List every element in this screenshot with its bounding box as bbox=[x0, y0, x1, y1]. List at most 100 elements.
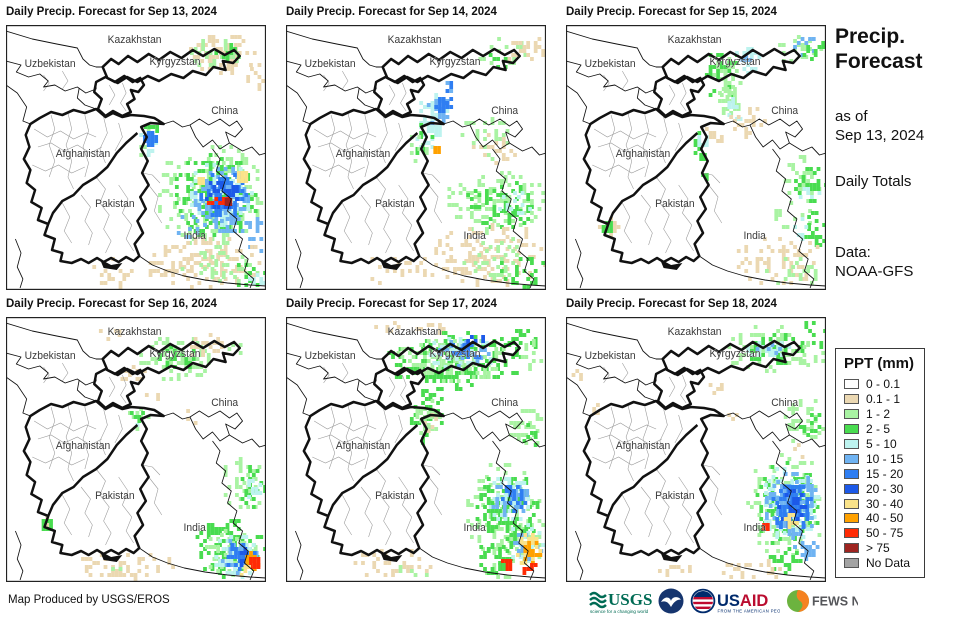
country-label: Pakistan bbox=[655, 198, 695, 210]
fewsnet-logo: FEWS NET bbox=[787, 590, 858, 612]
country-label: Afghanistan bbox=[616, 440, 671, 452]
country-label: Pakistan bbox=[95, 198, 135, 210]
legend-label: 15 - 20 bbox=[866, 466, 904, 481]
legend-swatch bbox=[844, 528, 859, 539]
legend-item: 2 - 5 bbox=[844, 422, 924, 437]
usaid-seal-stripes bbox=[693, 591, 713, 609]
fewsnet-globe-swirl bbox=[796, 590, 809, 612]
map-panel-sep14: Daily Precip. Forecast for Sep 14, 2024 … bbox=[286, 6, 546, 290]
legend-item: 40 - 50 bbox=[844, 511, 924, 526]
legend-label: 5 - 10 bbox=[866, 437, 897, 451]
legend-item: 50 - 75 bbox=[844, 526, 924, 541]
country-label: Afghanistan bbox=[616, 148, 671, 160]
legend-swatch bbox=[844, 394, 859, 405]
map-canvas-sep14: Kazakhstan Uzbekistan Kyrgyzstan China Afgha… bbox=[286, 25, 546, 290]
country-label: Kyrgyzstan bbox=[429, 56, 480, 68]
country-label: Kazakhstan bbox=[108, 326, 162, 338]
sidebar-title-line1: Precip. bbox=[835, 25, 906, 48]
legend-label: 2 - 5 bbox=[866, 422, 891, 437]
country-label: India bbox=[183, 522, 205, 534]
country-label: Uzbekistan bbox=[585, 58, 636, 70]
map-canvas-sep18: Kazakhstan Uzbekistan Kyrgyzstan China Afgha… bbox=[566, 317, 826, 582]
country-label: Uzbekistan bbox=[25, 58, 76, 70]
country-label: Uzbekistan bbox=[25, 350, 76, 362]
sidebar-daily-totals: Daily Totals bbox=[835, 173, 912, 190]
country-label: China bbox=[211, 105, 238, 117]
legend-item: 5 - 10 bbox=[844, 437, 924, 452]
country-label: China bbox=[211, 397, 238, 409]
country-label: China bbox=[771, 105, 798, 117]
usaid-logo: USAID FROM THE AMERICAN PEOPLE bbox=[690, 588, 781, 614]
map-panel-sep16: Daily Precip. Forecast for Sep 16, 2024 … bbox=[6, 298, 266, 582]
country-label: Kyrgyzstan bbox=[149, 348, 200, 360]
map-panel-sep17: Daily Precip. Forecast for Sep 17, 2024 … bbox=[286, 298, 546, 582]
map-canvas-sep17: Kazakhstan Uzbekistan Kyrgyzstan China Afgha… bbox=[286, 317, 546, 582]
legend-swatch bbox=[844, 543, 859, 554]
sidebar-data-source: Data: NOAA-GFS bbox=[835, 243, 967, 281]
country-label: Kazakhstan bbox=[668, 326, 722, 338]
legend-swatch bbox=[844, 439, 859, 449]
usgs-logo: USGS science for a changing world bbox=[589, 590, 652, 614]
country-label: China bbox=[491, 397, 518, 409]
legend-swatch bbox=[844, 558, 859, 569]
country-label: India bbox=[743, 522, 765, 534]
country-label: Afghanistan bbox=[336, 148, 391, 160]
country-label: Kazakhstan bbox=[668, 34, 722, 46]
legend-swatch bbox=[844, 513, 859, 524]
country-label: Afghanistan bbox=[336, 440, 391, 452]
legend-item: No Data bbox=[844, 556, 924, 571]
legend-label: > 75 bbox=[866, 541, 890, 556]
legend-item: 15 - 20 bbox=[844, 466, 924, 481]
legend-swatch bbox=[844, 483, 859, 494]
map-title-sep13: Daily Precip. Forecast for Sep 13, 2024 bbox=[6, 6, 217, 18]
legend-label: 30 - 40 bbox=[866, 496, 904, 511]
country-label: Pakistan bbox=[375, 198, 415, 210]
legend-item: 0.1 - 1 bbox=[844, 392, 924, 407]
sidebar-data-line1: Data: bbox=[835, 244, 871, 261]
noaa-gull-icon bbox=[661, 597, 681, 607]
country-label: Kazakhstan bbox=[388, 326, 442, 338]
legend-swatch bbox=[844, 453, 859, 464]
country-label: Kyrgyzstan bbox=[709, 56, 760, 68]
map-title-sep17: Daily Precip. Forecast for Sep 17, 2024 bbox=[286, 298, 497, 310]
legend-swatch bbox=[844, 468, 859, 479]
legend-swatch bbox=[844, 424, 859, 435]
country-label: Pakistan bbox=[95, 490, 135, 502]
map-title-sep16: Daily Precip. Forecast for Sep 16, 2024 bbox=[6, 298, 217, 310]
legend-label: 0.1 - 1 bbox=[866, 392, 901, 407]
usgs-tagline: science for a changing world bbox=[590, 609, 649, 614]
map-canvas-sep15: Kazakhstan Uzbekistan Kyrgyzstan China Afgha… bbox=[566, 25, 826, 290]
sidebar-data-line2: NOAA-GFS bbox=[835, 263, 914, 280]
country-label: Kyrgyzstan bbox=[149, 56, 200, 68]
country-label: Kazakhstan bbox=[108, 34, 162, 46]
sidebar-asof: as of Sep 13, 2024 bbox=[835, 107, 967, 145]
legend-label: 0 - 0.1 bbox=[866, 377, 901, 392]
map-title-sep18: Daily Precip. Forecast for Sep 18, 2024 bbox=[566, 298, 777, 310]
legend-label: 20 - 30 bbox=[866, 481, 904, 496]
legend-label: 50 - 75 bbox=[866, 526, 904, 541]
map-title-sep15: Daily Precip. Forecast for Sep 15, 2024 bbox=[566, 6, 777, 18]
legend-item: 20 - 30 bbox=[844, 481, 924, 496]
sidebar-title-line2: Forecast bbox=[835, 50, 923, 73]
country-label: Kyrgyzstan bbox=[709, 348, 760, 360]
country-label: India bbox=[463, 522, 485, 534]
map-credit: Map Produced by USGS/EROS bbox=[8, 594, 170, 606]
country-label: Afghanistan bbox=[56, 440, 111, 452]
usaid-wordmark: USAID bbox=[717, 592, 768, 610]
noaa-logo bbox=[658, 588, 684, 614]
country-label: Kyrgyzstan bbox=[429, 348, 480, 360]
country-label: China bbox=[491, 105, 518, 117]
legend-swatch bbox=[844, 379, 859, 390]
usgs-wordmark: USGS bbox=[608, 590, 652, 609]
logo-strip: USGS science for a changing world USAID … bbox=[588, 585, 858, 617]
usaid-tagline: FROM THE AMERICAN PEOPLE bbox=[718, 609, 781, 614]
country-label: Kazakhstan bbox=[388, 34, 442, 46]
map-canvas-sep16: Kazakhstan Uzbekistan Kyrgyzstan China Afgha… bbox=[6, 317, 266, 582]
legend-label: 40 - 50 bbox=[866, 511, 904, 526]
country-label: Uzbekistan bbox=[305, 350, 356, 362]
legend-title: PPT (mm) bbox=[844, 355, 915, 372]
sidebar-asof-line1: as of bbox=[835, 108, 868, 125]
